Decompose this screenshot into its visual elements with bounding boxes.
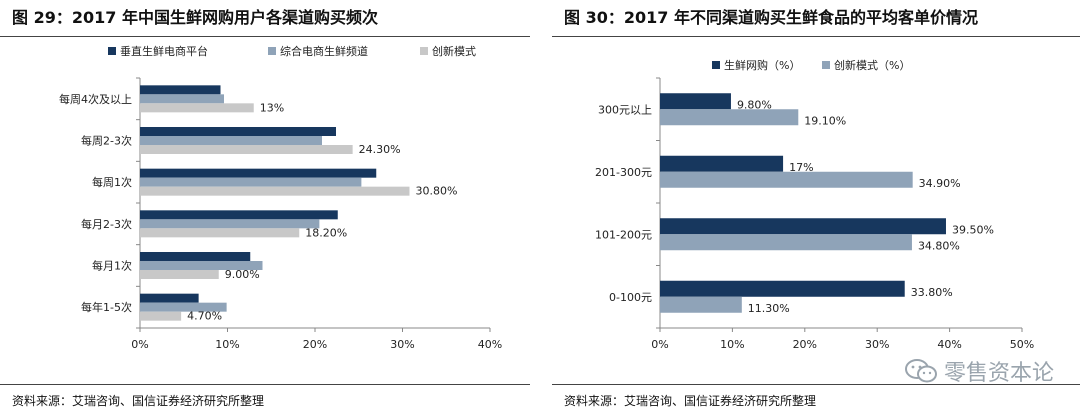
- bar: [140, 127, 336, 136]
- figure-29-panel: 图 29：2017 年中国生鲜网购用户各渠道购买频次 垂直生鲜电商平台 综合电商生…: [0, 0, 530, 418]
- x-tick-label: 30%: [390, 338, 414, 351]
- x-tick-label: 0%: [131, 338, 148, 351]
- x-tick-label: 10%: [215, 338, 239, 351]
- data-label: 34.90%: [919, 177, 961, 190]
- figure-title: 图 30：2017 年不同渠道购买生鲜食品的平均客单价情况: [564, 8, 978, 27]
- bar: [140, 145, 353, 154]
- category-label: 0-100元: [609, 291, 652, 304]
- source-divider: [0, 384, 530, 385]
- category-label: 每周1次: [92, 175, 132, 189]
- frequency-bar-chart: 垂直生鲜电商平台 综合电商生鲜频道 创新模式 0% 10% 20% 30% 40% 每周4次及以…: [59, 44, 502, 351]
- category-label: 每周4次及以上: [59, 92, 132, 106]
- category-label: 101-200元: [595, 228, 652, 241]
- bar: [660, 218, 946, 235]
- x-tick-label: 0%: [651, 338, 668, 351]
- figure-title: 图 29：2017 年中国生鲜网购用户各渠道购买频次: [12, 8, 378, 27]
- bar: [660, 93, 731, 110]
- category-label: 201-300元: [595, 166, 652, 179]
- x-tick-label: 40%: [478, 338, 502, 351]
- category-label: 每月1次: [92, 259, 132, 273]
- category-label: 300元以上: [598, 103, 652, 116]
- legend-swatch: [822, 61, 830, 69]
- legend-swatch: [420, 47, 428, 55]
- legend-label: 创新模式（%）: [834, 58, 910, 72]
- bar: [140, 177, 362, 187]
- legend-swatch: [268, 47, 276, 55]
- watermark: 零售资本论: [904, 356, 1054, 386]
- data-label: 13%: [260, 101, 284, 114]
- bar: [140, 186, 410, 196]
- data-label: 9.00%: [225, 268, 260, 281]
- bar: [140, 136, 322, 145]
- title-divider: [0, 36, 530, 37]
- bar: [140, 210, 338, 220]
- bar: [660, 155, 784, 172]
- x-tick-label: 20%: [303, 338, 327, 351]
- data-label: 11.30%: [748, 302, 790, 315]
- data-label: 33.80%: [911, 286, 953, 299]
- bar: [140, 103, 254, 113]
- title-divider: [552, 36, 1080, 37]
- data-label: 34.80%: [918, 239, 960, 252]
- bar: [140, 85, 221, 95]
- source-divider: [552, 384, 1080, 385]
- bar: [660, 280, 905, 297]
- x-tick-label: 40%: [937, 338, 961, 351]
- bar: [140, 252, 251, 261]
- data-label: 19.10%: [804, 114, 846, 127]
- x-tick-label: 10%: [720, 338, 744, 351]
- bar: [140, 270, 219, 279]
- bar: [660, 171, 913, 188]
- source-note: 资料来源：艾瑞咨询、国信证券经济研究所整理: [12, 394, 265, 408]
- figure-30-panel: 图 30：2017 年不同渠道购买生鲜食品的平均客单价情况 生鲜网购（%） 创新模…: [552, 0, 1080, 418]
- bar: [140, 261, 263, 270]
- category-label: 每月2-3次: [81, 217, 132, 231]
- legend-swatch: [108, 47, 116, 55]
- data-label: 17%: [789, 161, 813, 174]
- legend-swatch: [712, 61, 720, 69]
- category-label: 每周2-3次: [81, 134, 132, 148]
- legend-label: 创新模式: [432, 44, 476, 58]
- data-label: 18.20%: [305, 226, 347, 239]
- category-label: 每年1-5次: [81, 300, 132, 314]
- bar: [140, 302, 227, 312]
- data-label: 4.70%: [187, 310, 222, 323]
- bar: [660, 234, 912, 251]
- bar: [140, 311, 182, 321]
- bar: [660, 296, 742, 313]
- order-value-bar-chart: 生鲜网购（%） 创新模式（%） 0% 10% 20% 30% 40% 50% 300元以上 9.8…: [595, 58, 1034, 351]
- watermark-text: 零售资本论: [943, 361, 1054, 386]
- x-tick-label: 50%: [1010, 338, 1034, 351]
- legend-label: 垂直生鲜电商平台: [120, 44, 208, 58]
- bar: [140, 219, 320, 229]
- data-label: 24.30%: [359, 143, 401, 156]
- legend-label: 综合电商生鲜频道: [280, 44, 368, 58]
- data-label: 9.80%: [737, 98, 772, 111]
- wechat-icon: [904, 359, 937, 383]
- legend-label: 生鲜网购（%）: [724, 58, 800, 72]
- source-note: 资料来源：艾瑞咨询、国信证券经济研究所整理: [564, 394, 817, 408]
- data-label: 30.80%: [416, 185, 458, 198]
- bar: [140, 168, 377, 178]
- bar: [660, 109, 799, 126]
- x-tick-label: 30%: [865, 338, 889, 351]
- bar: [140, 94, 224, 104]
- bar: [140, 293, 199, 303]
- data-label: 39.50%: [952, 223, 994, 236]
- x-tick-label: 20%: [793, 338, 817, 351]
- bar: [140, 228, 300, 238]
